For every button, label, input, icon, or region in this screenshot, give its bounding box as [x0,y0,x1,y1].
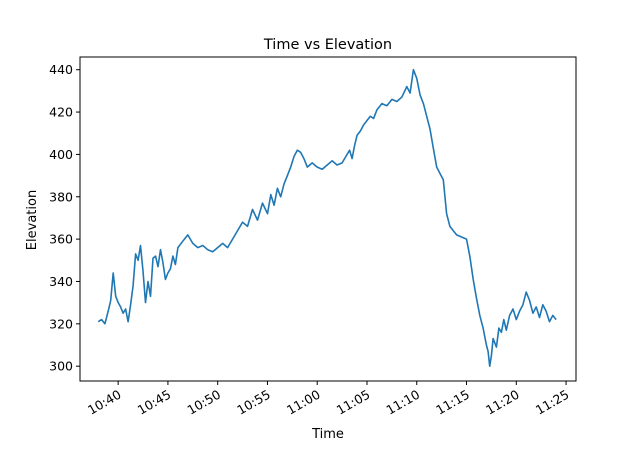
elevation-series-line [97,68,557,368]
x-tick-label: 11:20 [483,387,522,418]
y-tick-label: 340 [49,274,73,289]
x-tick-label: 11:10 [384,387,423,418]
y-tick-label: 360 [49,232,73,247]
y-tick-label: 400 [49,147,73,162]
x-tick-label: 10:45 [135,387,174,418]
axes-frame [79,56,577,382]
x-axis-label: Time [311,427,344,442]
y-tick-label: 440 [49,62,73,77]
x-tick-label: 10:55 [234,387,273,418]
x-axis: 10:40 10:45 10:50 10:55 11:00 11:05 11:10 11:15… [85,381,572,418]
x-tick-label: 11:15 [433,387,472,418]
x-tick-label: 11:05 [334,387,373,418]
chart-title: Time vs Elevation [263,37,392,53]
y-tick-label: 320 [49,316,73,331]
x-tick-label: 11:00 [284,387,323,418]
y-axis: 300 320 340 360 380 400 420 440 [49,62,80,374]
y-tick-label: 300 [49,359,73,374]
x-tick-label: 10:40 [85,387,124,418]
x-tick-label: 10:50 [184,387,223,418]
x-tick-label: 11:25 [533,387,572,418]
y-tick-label: 380 [49,189,73,204]
y-tick-label: 420 [49,105,73,120]
plot-area [97,68,557,368]
y-axis-label: Elevation [25,190,40,250]
